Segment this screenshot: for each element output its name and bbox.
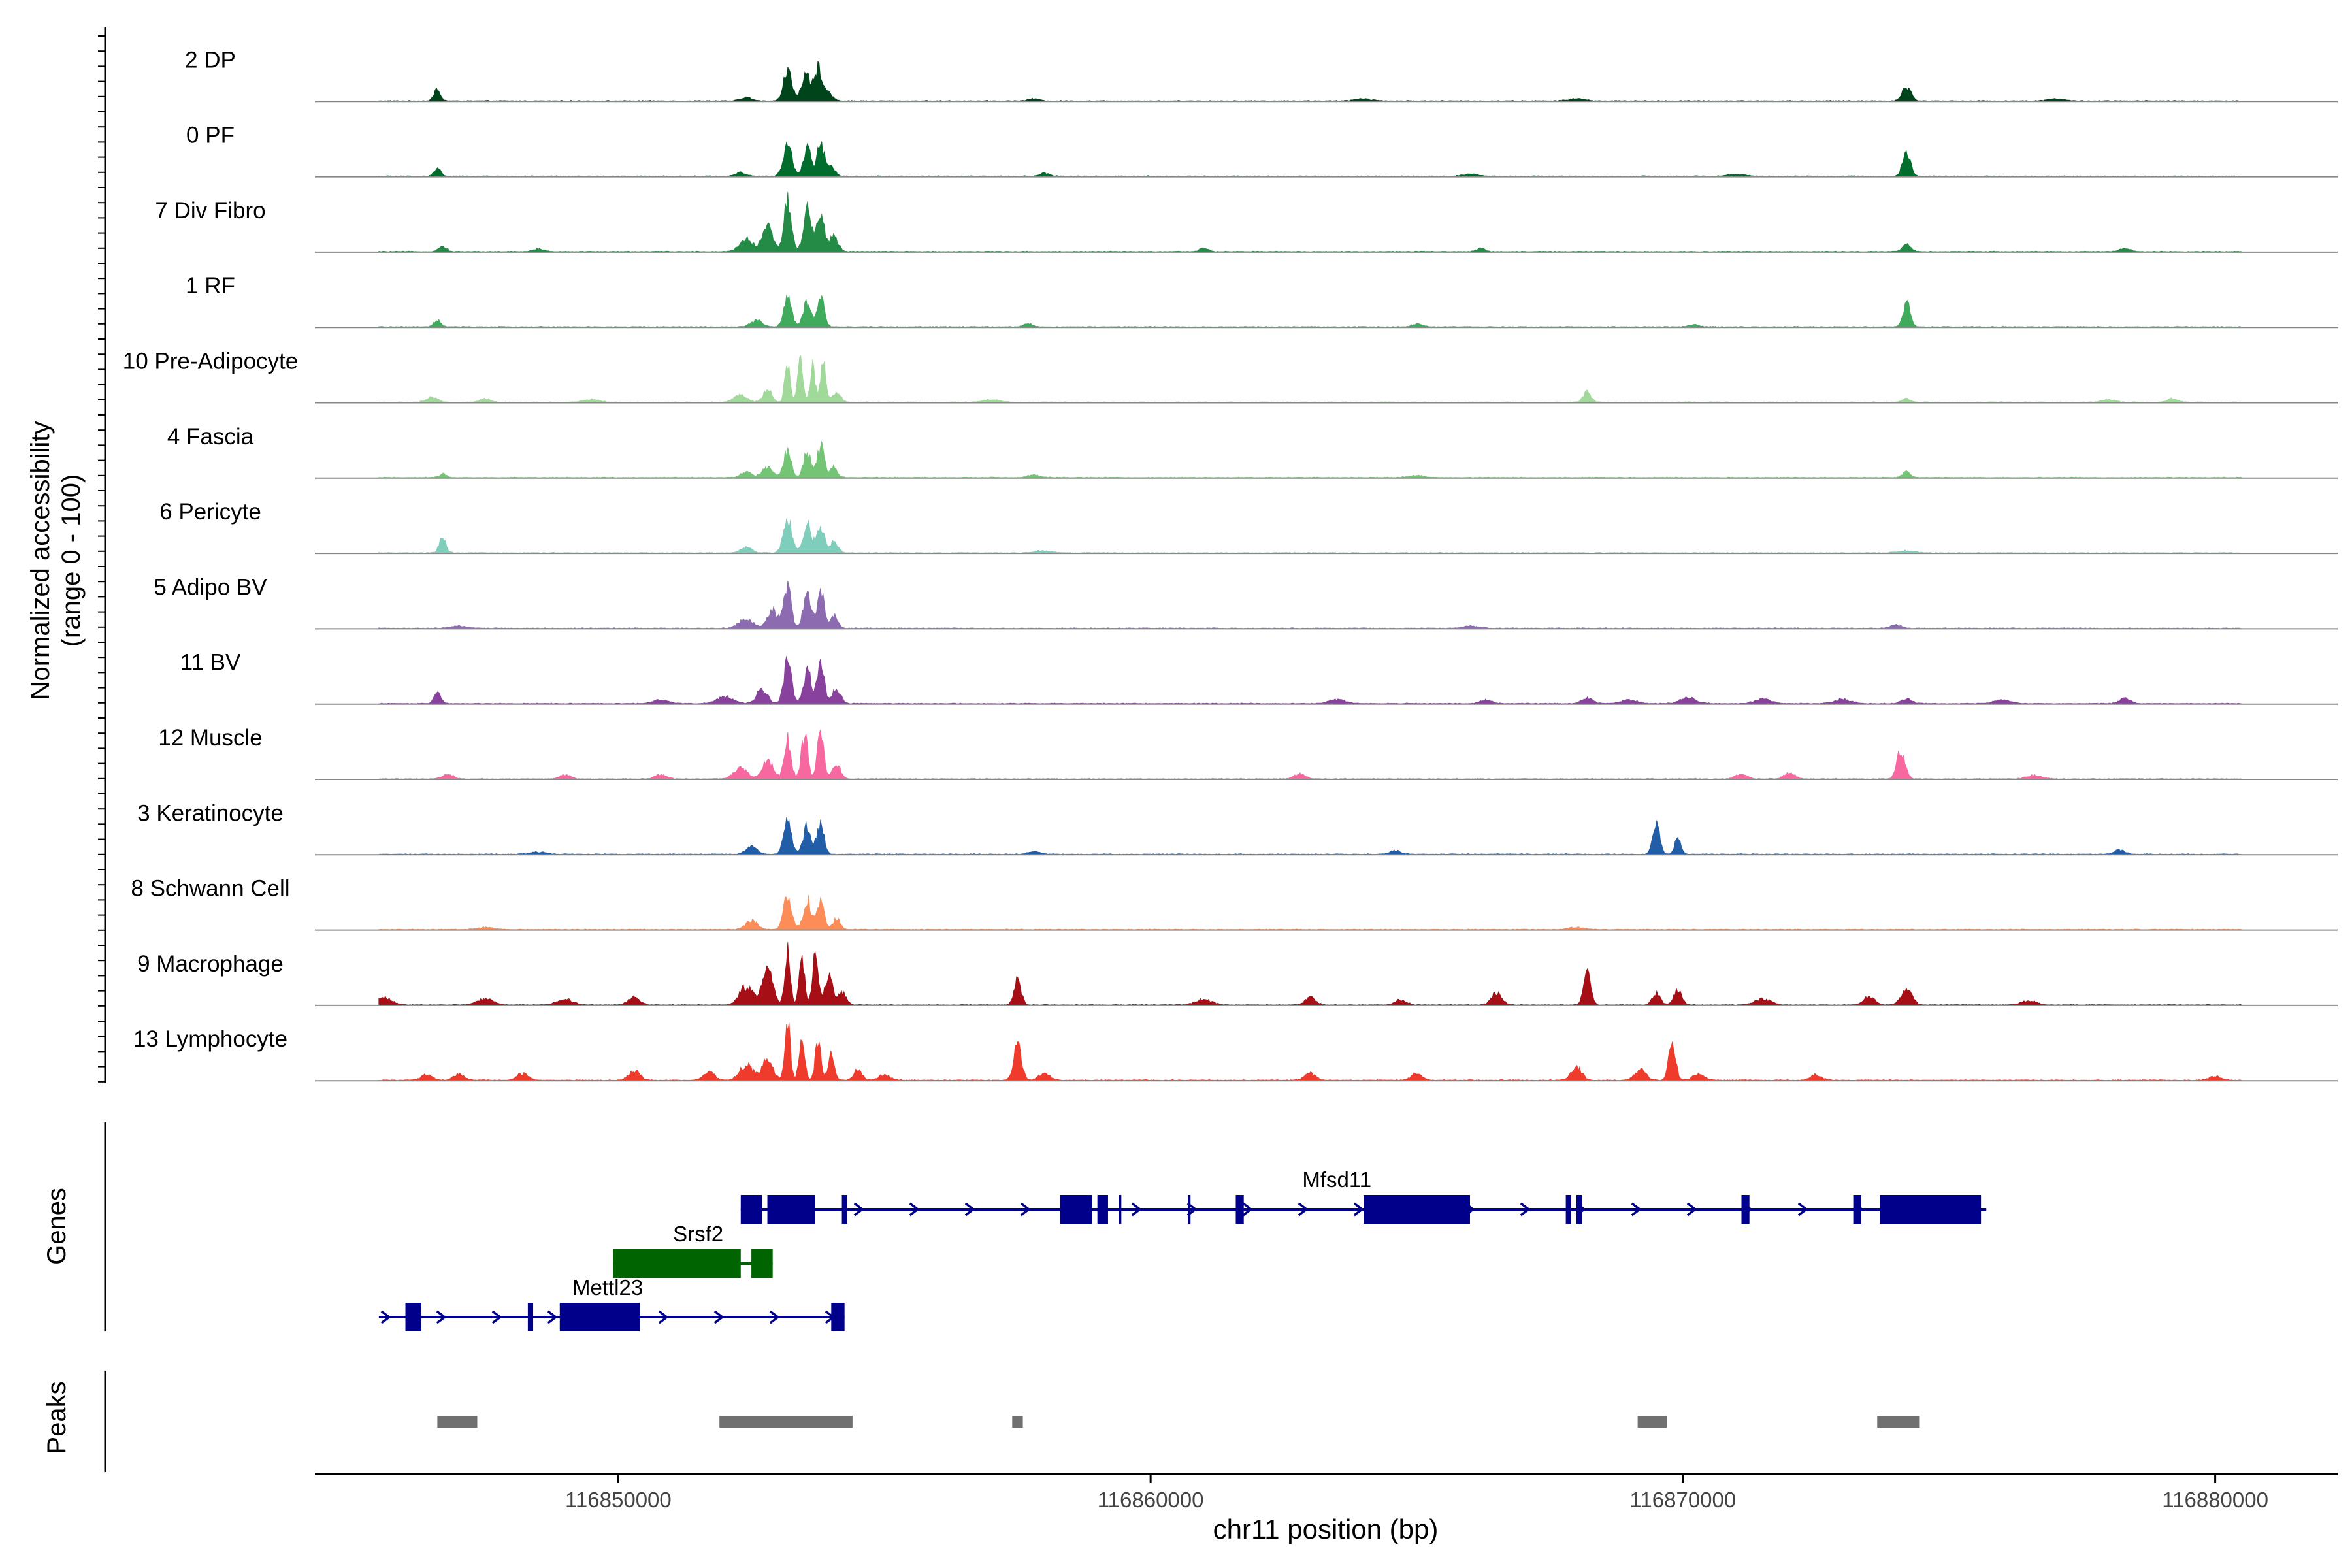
gene-label: Mettl23 (572, 1275, 643, 1299)
strand-arrow (1131, 1202, 1142, 1217)
coverage-area (378, 656, 2243, 705)
strand-arrow (380, 1310, 391, 1324)
strand-arrow (1298, 1202, 1309, 1217)
exon (1364, 1195, 1470, 1224)
track-label: 8 Schwann Cell (131, 876, 289, 902)
coverage-area (378, 1022, 2243, 1081)
track-label: 7 Div Fibro (155, 198, 265, 223)
exon (1880, 1195, 1982, 1224)
x-tick-label: 116850000 (565, 1488, 672, 1512)
exon (1119, 1195, 1122, 1224)
strand-arrow (909, 1202, 920, 1217)
peak-region (1012, 1416, 1023, 1428)
track-label: 2 DP (185, 47, 236, 73)
strand-arrow (1686, 1202, 1697, 1217)
coverage-area (378, 355, 2243, 403)
strand-arrow (1797, 1202, 1808, 1217)
genes-panel: Mfsd11 Srsf2 Mettl23 (104, 1122, 1987, 1331)
x-tick-label: 116860000 (1098, 1488, 1204, 1512)
exon (1576, 1195, 1582, 1224)
strand-arrow (547, 1310, 558, 1324)
track-label: 4 Fascia (167, 424, 254, 449)
coverage-area (378, 191, 2243, 253)
coverage-area (378, 895, 2243, 930)
strand-arrow (436, 1310, 447, 1324)
y-axis-label-line1: Normalized accessibility (26, 421, 55, 700)
exon (751, 1249, 773, 1278)
coverage-area (378, 581, 2242, 629)
track-label: 1 RF (186, 273, 235, 299)
coverage-area (378, 140, 2243, 177)
genes-axis-label: Genes (42, 1188, 71, 1265)
strand-arrow (1520, 1202, 1531, 1217)
exon (1741, 1195, 1750, 1224)
coverage-area (378, 61, 2242, 102)
track-axis (98, 27, 106, 1083)
track-label: 12 Muscle (158, 725, 263, 751)
strand-arrow (769, 1310, 780, 1324)
coverage-area (378, 518, 2242, 554)
peaks-axis-label: Peaks (42, 1381, 71, 1454)
track-label: 9 Macrophage (137, 951, 284, 977)
track-label: 3 Keratinocyte (137, 800, 284, 826)
strand-arrow (491, 1310, 502, 1324)
coverage-area (378, 817, 2243, 855)
peak-region (437, 1416, 478, 1428)
exon (1188, 1195, 1191, 1224)
x-axis: 116850000 116860000 116870000 116880000 (315, 1473, 2338, 1512)
track-label: 10 Pre-Adipocyte (123, 349, 298, 374)
peak-region (1877, 1416, 1920, 1428)
strand-arrow (1242, 1202, 1253, 1217)
strand-arrow (1353, 1202, 1364, 1217)
strand-arrow (853, 1202, 864, 1217)
exon (767, 1195, 815, 1224)
coverage-tracks: 2 DP 0 PF 7 Div Fibro 1 RF 10 Pre-Adipocyte 4… (123, 47, 2338, 1082)
peak-region (719, 1416, 853, 1428)
exon (559, 1303, 640, 1331)
gene-label: Srsf2 (673, 1222, 723, 1246)
strand-arrow (964, 1202, 975, 1217)
x-tick-label: 116870000 (1630, 1488, 1737, 1512)
x-tick-label: 116880000 (2162, 1488, 2268, 1512)
coverage-area (378, 942, 2243, 1006)
exon (1097, 1195, 1108, 1224)
coverage-area (378, 729, 2243, 780)
track-label: 5 Adipo BV (154, 574, 267, 600)
exon (740, 1195, 762, 1224)
peak-region (1637, 1416, 1667, 1428)
exon (1235, 1195, 1244, 1224)
coverage-area (378, 441, 2243, 479)
strand-arrow (658, 1310, 669, 1324)
track-label: 6 Pericyte (159, 499, 261, 525)
exon (831, 1303, 845, 1331)
exon (613, 1249, 741, 1278)
exon (527, 1303, 534, 1331)
x-axis-label: chr11 position (bp) (1213, 1514, 1439, 1544)
peaks-panel (104, 1371, 1920, 1472)
strand-arrow (1020, 1202, 1031, 1217)
track-label: 13 Lymphocyte (133, 1026, 287, 1052)
exon (1565, 1195, 1571, 1224)
strand-arrow (1631, 1202, 1642, 1217)
exon (405, 1303, 421, 1331)
track-label: 11 BV (180, 650, 241, 676)
y-axis-label-line2: (range 0 - 100) (57, 474, 86, 647)
track-label: 0 PF (186, 123, 235, 148)
coverage-area (378, 295, 2243, 328)
strand-arrow (713, 1310, 725, 1324)
exon (1853, 1195, 1861, 1224)
exon (1060, 1195, 1092, 1224)
exon (841, 1195, 847, 1224)
gene-label: Mfsd11 (1302, 1168, 1371, 1192)
